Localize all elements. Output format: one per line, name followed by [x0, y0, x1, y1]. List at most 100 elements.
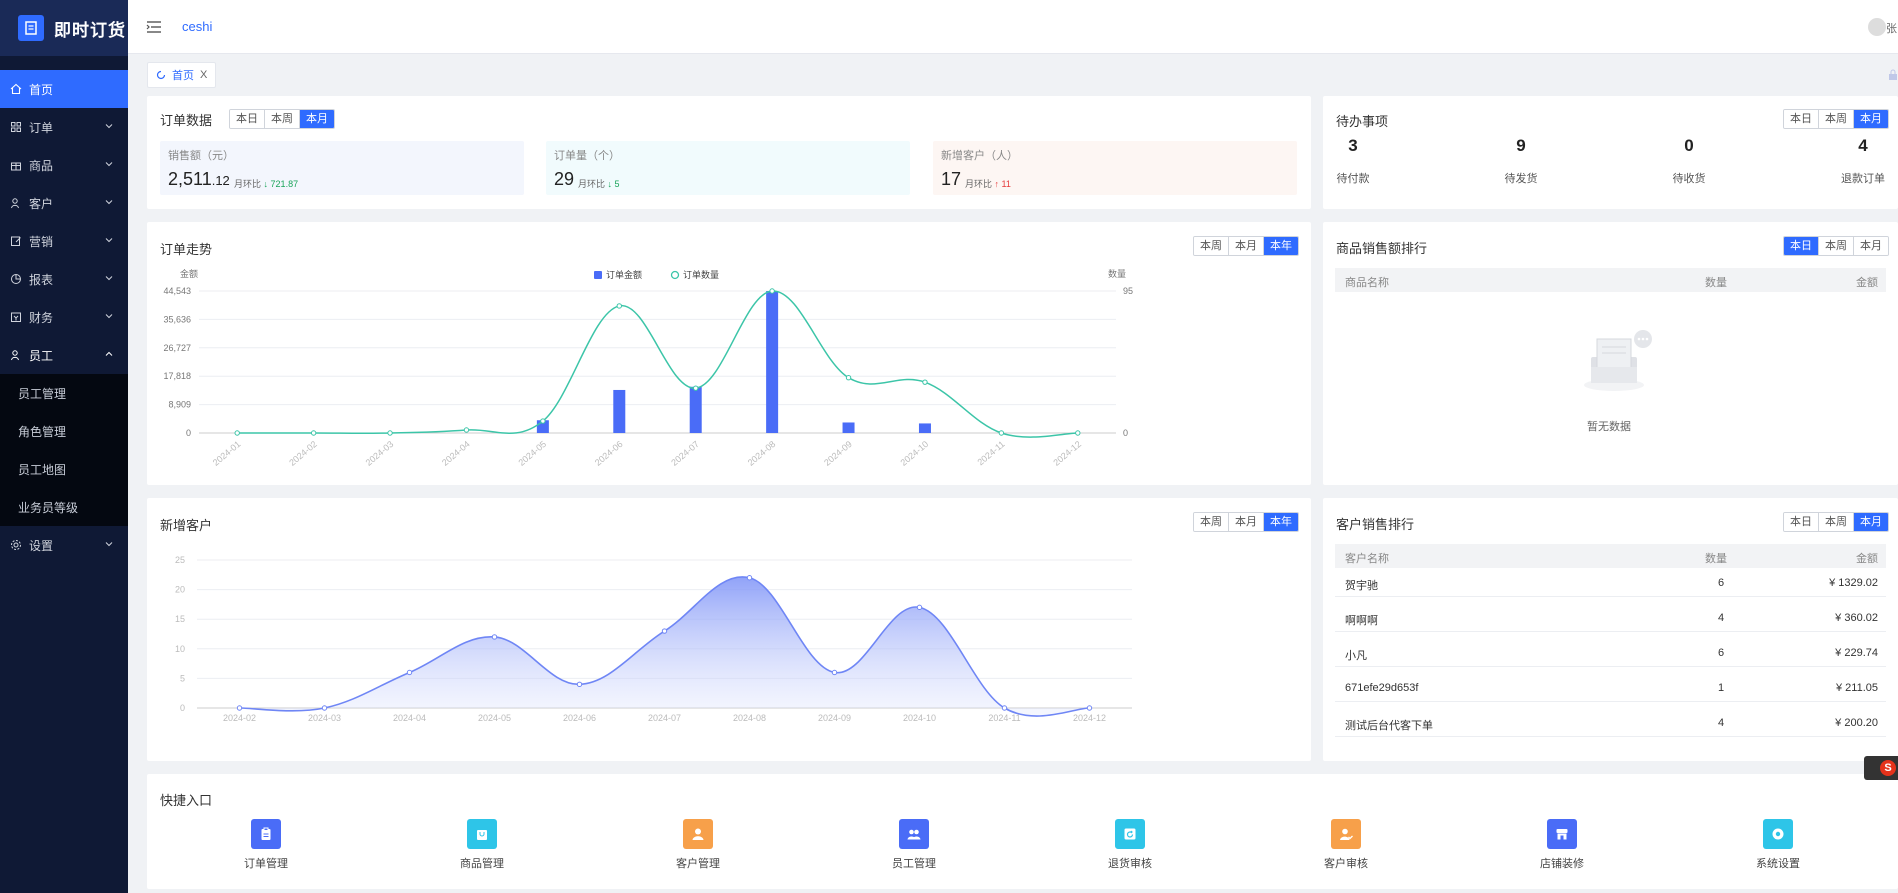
customer-name: 671efe29d653f — [1345, 682, 1419, 694]
product-rank-panel: 商品销售额排行 本日 本周 本月 商品名称 数量 金额 暂无数据 — [1323, 222, 1898, 485]
new-customers-chart: 0 5 10 15 20 25 2024-02 2024-03 2024-04 2024-05 20… — [175, 555, 1132, 723]
range-today-button[interactable]: 本日 — [230, 110, 264, 128]
app-logo[interactable]: 即时订货 — [0, 0, 128, 56]
quick-customer-management[interactable]: 客户管理 — [653, 819, 743, 871]
submenu-item-staff-management[interactable]: 员工管理 — [18, 386, 67, 401]
x-tick-label: 2024-03 — [308, 713, 341, 723]
range-week-button[interactable]: 本周 — [1194, 513, 1228, 531]
bar-order-amount — [918, 423, 931, 433]
user-name[interactable]: 张 — [1886, 23, 1897, 35]
quick-customer-review[interactable]: 客户审核 — [1301, 819, 1391, 871]
table-row[interactable]: 测试后台代客下单 4 ¥ 200.20 — [1335, 708, 1886, 737]
sidebar-item-home[interactable]: 首页 — [0, 70, 128, 108]
y-tick-label: 0 — [186, 428, 191, 438]
sidebar-item-staff[interactable]: 员工 — [0, 336, 128, 374]
range-month-button[interactable]: 本月 — [1853, 513, 1888, 531]
area-point — [1086, 705, 1093, 711]
sidebar-item-customers[interactable]: 客户 — [0, 184, 128, 222]
chevron-up-icon — [105, 351, 113, 356]
panel-title: 快捷入口 — [160, 793, 213, 808]
submenu-item-staff-map[interactable]: 员工地图 — [18, 462, 67, 477]
range-week-button[interactable]: 本周 — [1818, 237, 1853, 255]
avatar[interactable] — [1868, 18, 1886, 36]
y-right-tick-label: 0 — [1123, 428, 1128, 438]
range-today-button[interactable]: 本日 — [1784, 110, 1818, 128]
x-tick-label: 2024-08 — [746, 439, 778, 468]
order-trend-panel: 订单走势 本周 本月 本年 金额 数量 0 8,909 17,818 26,727 35,6… — [147, 222, 1311, 485]
line-point — [1075, 430, 1081, 436]
range-week-button[interactable]: 本周 — [1818, 513, 1853, 531]
range-month-button[interactable]: 本月 — [1853, 237, 1888, 255]
sidebar-item-finance[interactable]: 财务 — [0, 298, 128, 336]
submenu-item-role-management[interactable]: 角色管理 — [18, 424, 67, 439]
y-tick-label: 44,543 — [163, 286, 191, 296]
range-month-button[interactable]: 本月 — [1228, 513, 1263, 531]
sidebar-item-orders[interactable]: 订单 — [0, 108, 128, 146]
todo-pending-payment[interactable]: 3 待付款 — [1336, 136, 1370, 185]
y-tick-label: 20 — [175, 585, 185, 595]
column-header: 金额 — [1856, 277, 1878, 289]
x-tick-label: 2024-07 — [669, 439, 701, 468]
sidebar-item-settings[interactable]: 设置 — [0, 526, 128, 564]
customer-amount: ¥ 229.74 — [1835, 647, 1878, 659]
range-week-button[interactable]: 本周 — [264, 110, 299, 128]
todo-refund-orders[interactable]: 4 退款订单 — [1841, 136, 1885, 185]
sidebar-item-marketing[interactable]: 营销 — [0, 222, 128, 260]
chevron-down-icon — [105, 162, 113, 167]
range-today-button[interactable]: 本日 — [1784, 513, 1818, 531]
table-row[interactable]: 小凡 6 ¥ 229.74 — [1335, 638, 1886, 667]
tab-home[interactable]: 首页 X — [147, 62, 217, 88]
area-point — [1001, 705, 1008, 711]
quick-system-settings[interactable]: 系统设置 — [1733, 819, 1823, 871]
column-header: 金额 — [1856, 553, 1878, 565]
arrow-down-icon: ↓ — [263, 179, 269, 189]
return-icon — [1115, 819, 1145, 849]
table-row[interactable]: 671efe29d653f 1 ¥ 211.05 — [1335, 673, 1886, 702]
submenu-item-salesman-level[interactable]: 业务员等级 — [18, 500, 79, 515]
todo-pending-receipt[interactable]: 0 待收货 — [1672, 136, 1706, 185]
customer-rank-panel: 客户销售排行 本日 本周 本月 客户名称 数量 金额 贺宇驰 6 ¥ 1329.… — [1323, 498, 1898, 761]
quick-order-management[interactable]: 订单管理 — [221, 819, 311, 871]
breadcrumb[interactable]: ceshi — [182, 19, 213, 34]
sidebar-item-reports[interactable]: 报表 — [0, 260, 128, 298]
quick-store-decoration[interactable]: 店铺装修 — [1517, 819, 1607, 871]
bar-order-amount — [766, 291, 779, 433]
quick-staff-management[interactable]: 员工管理 — [869, 819, 959, 871]
range-month-button[interactable]: 本月 — [1228, 237, 1263, 255]
table-row[interactable]: 啊啊啊 4 ¥ 360.02 — [1335, 603, 1886, 632]
range-today-button[interactable]: 本日 — [1784, 237, 1818, 255]
todo-pending-shipment[interactable]: 9 待发货 — [1504, 136, 1538, 185]
sidebar: 即时订货 首页 订单 商品 客户 营销 报表 财务 员工 员工管理 — [0, 0, 128, 893]
menu-toggle-icon[interactable] — [146, 20, 162, 34]
range-month-button[interactable]: 本月 — [299, 110, 334, 128]
table-row[interactable]: 贺宇驰 6 ¥ 1329.02 — [1335, 568, 1886, 597]
stat-compare: 月环比 ↓ 5 — [578, 179, 620, 189]
lock-icon[interactable] — [1888, 69, 1898, 81]
sidebar-item-label: 商品 — [29, 158, 54, 173]
line-point — [234, 430, 240, 436]
sidebar-item-label: 报表 — [29, 272, 54, 287]
sidebar-item-label: 设置 — [29, 538, 54, 553]
range-year-button[interactable]: 本年 — [1263, 237, 1298, 255]
range-year-button[interactable]: 本年 — [1263, 513, 1298, 531]
range-month-button[interactable]: 本月 — [1853, 110, 1888, 128]
column-header: 数量 — [1705, 277, 1727, 289]
floating-ime-widget[interactable]: S — [1864, 756, 1898, 780]
quick-product-management[interactable]: 商品管理 — [437, 819, 527, 871]
x-tick-label: 2024-02 — [223, 713, 256, 723]
customer-name: 测试后台代客下单 — [1345, 720, 1433, 732]
range-week-button[interactable]: 本周 — [1194, 237, 1228, 255]
stat-compare: 月环比 ↓ 721.87 — [234, 179, 299, 189]
quick-return-review[interactable]: 退货审核 — [1085, 819, 1175, 871]
customer-qty: 6 — [1718, 577, 1725, 589]
top-header: ceshi 张 — [128, 0, 1898, 54]
close-icon[interactable]: X — [200, 69, 208, 81]
panel-title: 待办事项 — [1336, 114, 1389, 129]
customer-rank-range-toggle: 本日 本周 本月 — [1783, 512, 1889, 532]
refresh-icon — [156, 70, 166, 80]
range-week-button[interactable]: 本周 — [1818, 110, 1853, 128]
x-tick-label: 2024-11 — [988, 713, 1020, 723]
sidebar-item-products[interactable]: 商品 — [0, 146, 128, 184]
legend-swatch-line — [670, 270, 680, 280]
sidebar-item-label: 营销 — [29, 234, 54, 249]
